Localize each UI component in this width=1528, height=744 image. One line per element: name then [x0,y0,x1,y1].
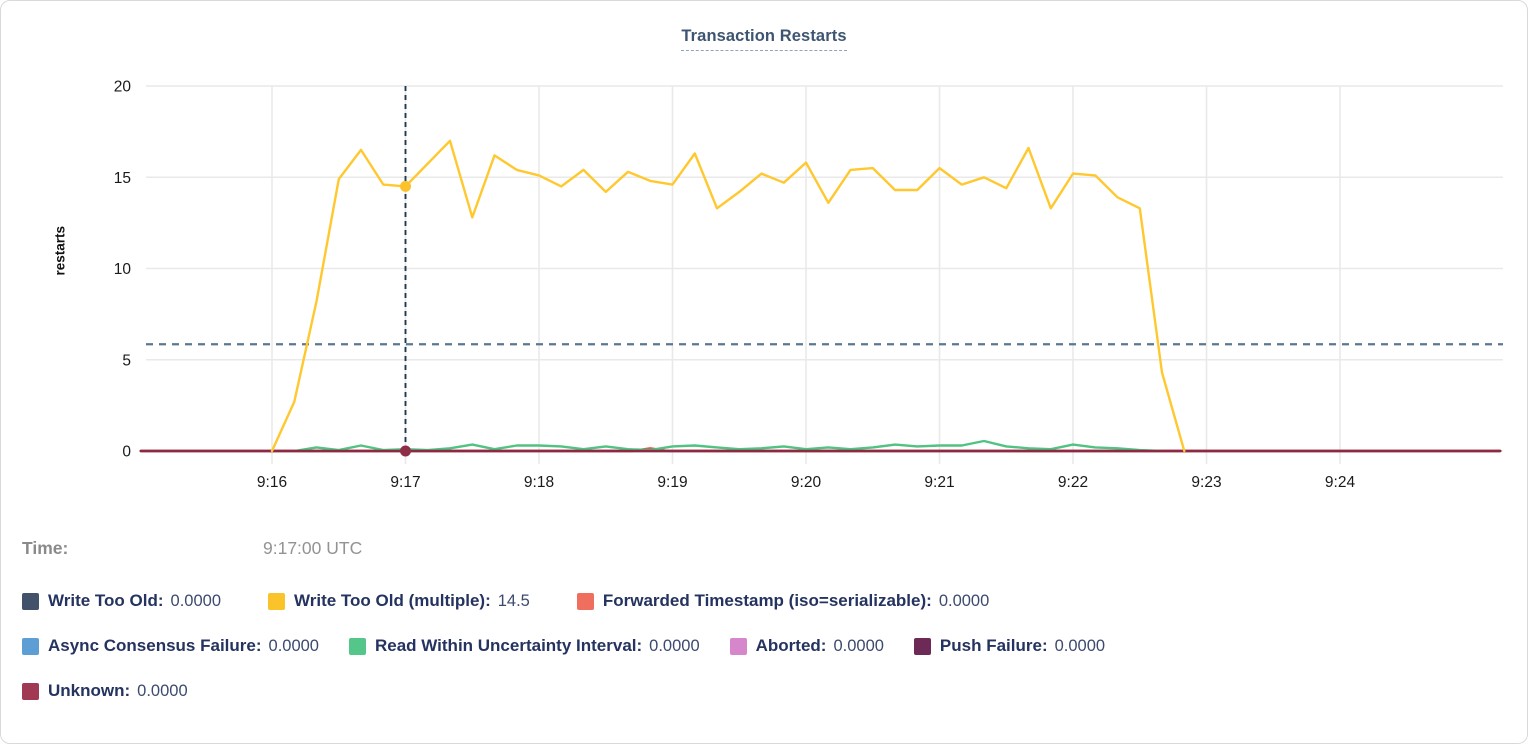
y-tick-label: 15 [114,170,131,187]
y-tick-label: 0 [122,444,131,461]
hover-point-write-too-old-multiple [400,180,411,192]
legend-value: 0.0000 [649,636,700,655]
legend-swatch-read-within-uncertainty-interval [348,637,366,655]
legend-value: 0.0000 [170,591,221,610]
legend-item-async-consensus-failure: Async Consensus Failure: 0.0000 [22,636,319,656]
legend-row-2: Async Consensus Failure: 0.0000 Read Withi… [22,636,1105,656]
x-tick-label: 9:22 [1058,474,1088,491]
legend-item-write-too-old: Write Too Old: 0.0000 [22,591,221,611]
legend-item-forwarded-timestamp-iso-serializable: Forwarded Timestamp (iso=serializable): 0… [576,591,990,611]
legend-label: Forwarded Timestamp (iso=serializable): [602,591,932,610]
series-line-read-within-uncertainty-interval [293,439,1164,453]
legend-value: 0.0000 [833,636,884,655]
tooltip-time-label: Time: [22,538,69,558]
legend-value: 0.0000 [1054,636,1106,655]
legend-value: 0.0000 [268,636,319,655]
legend-swatch-forwarded-timestamp-iso-serializable [576,592,594,610]
legend-label: Unknown: [48,681,131,700]
x-tick-label: 9:24 [1325,474,1356,491]
hover-point-unknown [400,445,411,457]
chart-title[interactable]: Transaction Restarts [681,27,847,51]
y-tick-label: 10 [114,261,132,278]
legend-swatch-async-consensus-failure [22,637,39,655]
tooltip-time-value: 9:17:00 UTC [263,538,363,558]
x-tick-label: 9:18 [524,474,554,491]
legend-swatch-write-too-old-multiple [268,592,285,610]
transaction-restarts-chart[interactable]: 0 5 10 15 20 9:16 9:17 9:18 9:19 9:20 9:21 9:22 9:23… [1,1,1528,521]
legend-swatch-unknown [22,682,39,700]
legend-label: Write Too Old: [48,591,164,610]
legend-item-unknown: Unknown: 0.0000 [22,681,188,701]
legend-label: Read Within Uncertainty Interval: [374,636,643,655]
legend-value: 0.0000 [938,591,990,610]
legend-swatch-aborted [729,637,747,655]
y-tick-label: 5 [122,352,131,369]
x-tick-label: 9:20 [791,474,822,491]
legend-value: 14.5 [497,591,530,610]
legend-swatch-write-too-old [22,592,39,610]
legend-item-write-too-old-multiple: Write Too Old (multiple): 14.5 [268,591,530,611]
series-line-write-too-old-multiple [270,139,1186,453]
legend-item-read-within-uncertainty-interval: Read Within Uncertainty Interval: 0.0000 [348,636,700,656]
legend-item-aborted: Aborted: 0.0000 [729,636,884,656]
chart-title-wrap: Transaction Restarts [1,27,1527,51]
legend-label: Aborted: [755,636,827,655]
x-tick-label: 9:16 [257,474,287,491]
legend-swatch-push-failure [913,637,931,655]
y-tick-label: 20 [114,79,132,96]
legend-label: Write Too Old (multiple): [294,591,491,610]
legend-row-3: Unknown: 0.0000 [22,681,188,701]
legend-item-push-failure: Push Failure: 0.0000 [913,636,1106,656]
legend-row-1: Write Too Old: 0.0000 Write Too Old (multi… [22,591,989,611]
x-tick-label: 9:23 [1191,474,1221,491]
legend-label: Push Failure: [939,636,1048,655]
x-tick-label: 9:21 [924,474,954,491]
x-tick-label: 9:17 [390,474,420,491]
legend-value: 0.0000 [137,681,188,700]
legend-label: Async Consensus Failure: [48,636,262,655]
tooltip-time-row: Time: 9:17:00 UTC [22,538,362,559]
x-tick-label: 9:19 [657,474,687,491]
